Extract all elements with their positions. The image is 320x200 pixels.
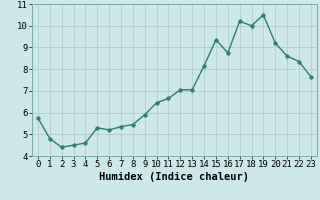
X-axis label: Humidex (Indice chaleur): Humidex (Indice chaleur) bbox=[100, 172, 249, 182]
